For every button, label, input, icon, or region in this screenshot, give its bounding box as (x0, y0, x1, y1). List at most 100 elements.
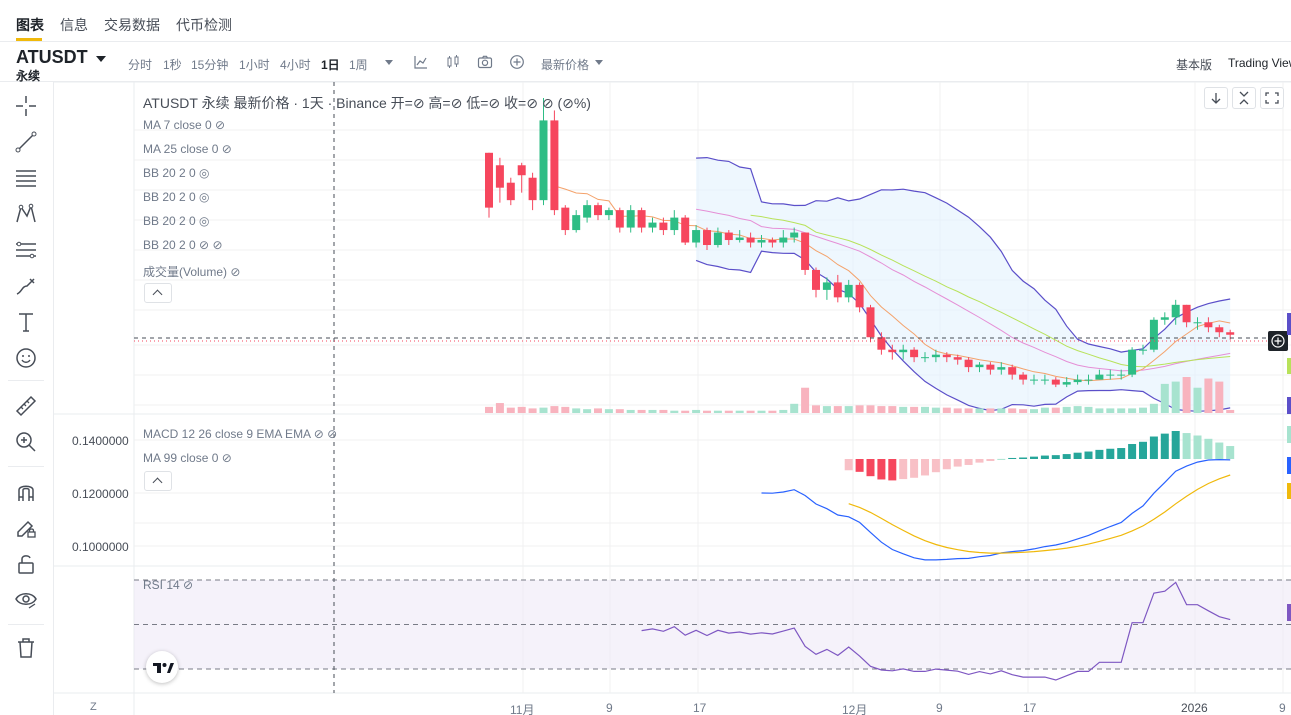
add-icon[interactable] (509, 54, 525, 70)
candle (495, 157, 504, 203)
rsi-pane (134, 579, 1291, 670)
trend-line-icon[interactable] (14, 130, 38, 154)
volume-bar (485, 406, 493, 413)
candle (1182, 304, 1191, 328)
symbol-name[interactable]: ATUSDT (16, 47, 88, 67)
macd-hist-bar (1073, 452, 1082, 459)
timeframe-1w[interactable]: 1周 (349, 58, 368, 72)
macd-hist-bar (1062, 454, 1071, 459)
volume-bar (1095, 408, 1104, 413)
timeframe-tick[interactable]: 分时 (128, 58, 153, 72)
fib-lines-icon[interactable] (14, 166, 38, 190)
macd-hist-marker (1287, 426, 1291, 443)
volume-bar (1182, 377, 1191, 413)
candle-body (877, 337, 886, 350)
ma25-legend[interactable]: MA 25 close 0 ⊘ (143, 142, 232, 156)
volume-bar (801, 387, 810, 413)
tab-info[interactable]: 信息 (60, 17, 88, 33)
bb-legend-1[interactable]: BB 20 2 0 ◎ (143, 166, 210, 180)
crosshair-add-icon[interactable] (1268, 331, 1288, 351)
tab-trading-data[interactable]: 交易数据 (104, 17, 160, 33)
channel-icon[interactable] (14, 238, 38, 262)
candle (921, 352, 929, 363)
candle (604, 207, 613, 221)
ma99-legend-text: MA 99 close 0 (143, 451, 219, 465)
candle-body (550, 120, 559, 211)
emoji-icon[interactable] (14, 346, 38, 370)
price-type-select[interactable]: 最新价格 (541, 58, 590, 72)
macd-hist-bar (942, 459, 951, 470)
candle (561, 205, 570, 236)
volume-bar (757, 410, 766, 413)
candle-body (485, 152, 493, 208)
candle-body (572, 215, 581, 231)
volume-bar (1204, 378, 1213, 413)
candle (659, 217, 668, 236)
volume-bar (692, 409, 701, 413)
candle (844, 279, 853, 303)
date-axis-label: 11月 (510, 703, 535, 715)
candle-body (1160, 317, 1169, 320)
tradingview-button[interactable]: Trading View (1228, 56, 1291, 70)
ruler-icon[interactable] (14, 394, 38, 418)
collapse-legend-button[interactable] (144, 283, 172, 303)
zoom-reset-button[interactable]: Z (90, 701, 97, 713)
timeframe-1d[interactable]: 1日 (321, 58, 340, 72)
bb-legend-2[interactable]: BB 20 2 0 ◎ (143, 190, 210, 204)
timeframe-more-icon[interactable] (385, 60, 393, 65)
collapse-chart-button[interactable] (1232, 87, 1256, 109)
basic-version-button[interactable]: 基本版 (1176, 58, 1213, 72)
timeframe-1s[interactable]: 1秒 (163, 58, 182, 72)
symbol-dropdown-icon[interactable] (96, 56, 106, 62)
bb-legend-4[interactable]: BB 20 2 0 ⊘ ⊘ (143, 238, 223, 252)
indicators-icon[interactable] (413, 54, 429, 70)
ma99-legend[interactable]: MA 99 close 0 ⊘ (143, 451, 232, 465)
scroll-down-button[interactable] (1204, 87, 1228, 109)
candle-body (1030, 379, 1038, 381)
volume-legend[interactable]: 成交量(Volume) ⊘ (143, 265, 241, 279)
camera-icon[interactable] (477, 54, 493, 70)
volume-bar (1193, 387, 1202, 413)
candle-body (637, 210, 646, 228)
trash-icon[interactable] (14, 636, 38, 660)
candle-body (1008, 367, 1017, 375)
tradingview-logo-icon (153, 663, 174, 673)
ma7-legend[interactable]: MA 7 close 0 ⊘ (143, 118, 226, 132)
candle (899, 344, 908, 360)
brush-icon[interactable] (14, 274, 38, 298)
crosshair-icon[interactable] (14, 94, 38, 118)
candle-body (583, 205, 592, 218)
candle (1160, 312, 1169, 325)
chart-type-icon[interactable] (445, 54, 461, 70)
tab-chart[interactable]: 图表 (16, 17, 44, 33)
candle (1204, 317, 1213, 333)
rsi-legend[interactable]: RSI 14 ⊘ (143, 578, 194, 592)
collapse-macd-legend-button[interactable] (144, 471, 172, 491)
macd-axis-tick: 0.1000000 (72, 540, 129, 554)
tab-token-check[interactable]: 代币检测 (176, 17, 232, 33)
timeframe-15m[interactable]: 15分钟 (191, 58, 229, 72)
pattern-icon[interactable] (14, 202, 38, 226)
bb-legend-3[interactable]: BB 20 2 0 ◎ (143, 214, 210, 228)
macd-legend[interactable]: MACD 12 26 close 9 EMA EMA ⊘ ⊘ (143, 427, 338, 441)
volume-bar (942, 407, 951, 413)
volume-bar (986, 408, 995, 413)
zoom-in-icon[interactable] (14, 430, 38, 454)
text-icon[interactable] (14, 310, 38, 334)
magnet-icon[interactable] (14, 480, 38, 504)
eye-icon[interactable] (14, 588, 38, 612)
lock-draw-icon[interactable] (14, 516, 38, 540)
fullscreen-button[interactable] (1260, 87, 1284, 109)
candle-body (1139, 349, 1147, 351)
volume-bar (790, 403, 799, 413)
timeframe-4h[interactable]: 4小时 (280, 58, 311, 72)
candle (626, 205, 635, 233)
timeframe-1h[interactable]: 1小时 (239, 58, 270, 72)
candle-body (1095, 374, 1104, 380)
bb-legend-text: BB 20 2 0 (143, 166, 196, 180)
volume-bar (1171, 381, 1180, 413)
macd-hist-bar (975, 459, 984, 463)
price-type-dropdown-icon[interactable] (595, 60, 603, 65)
unlock-icon[interactable] (14, 552, 38, 576)
